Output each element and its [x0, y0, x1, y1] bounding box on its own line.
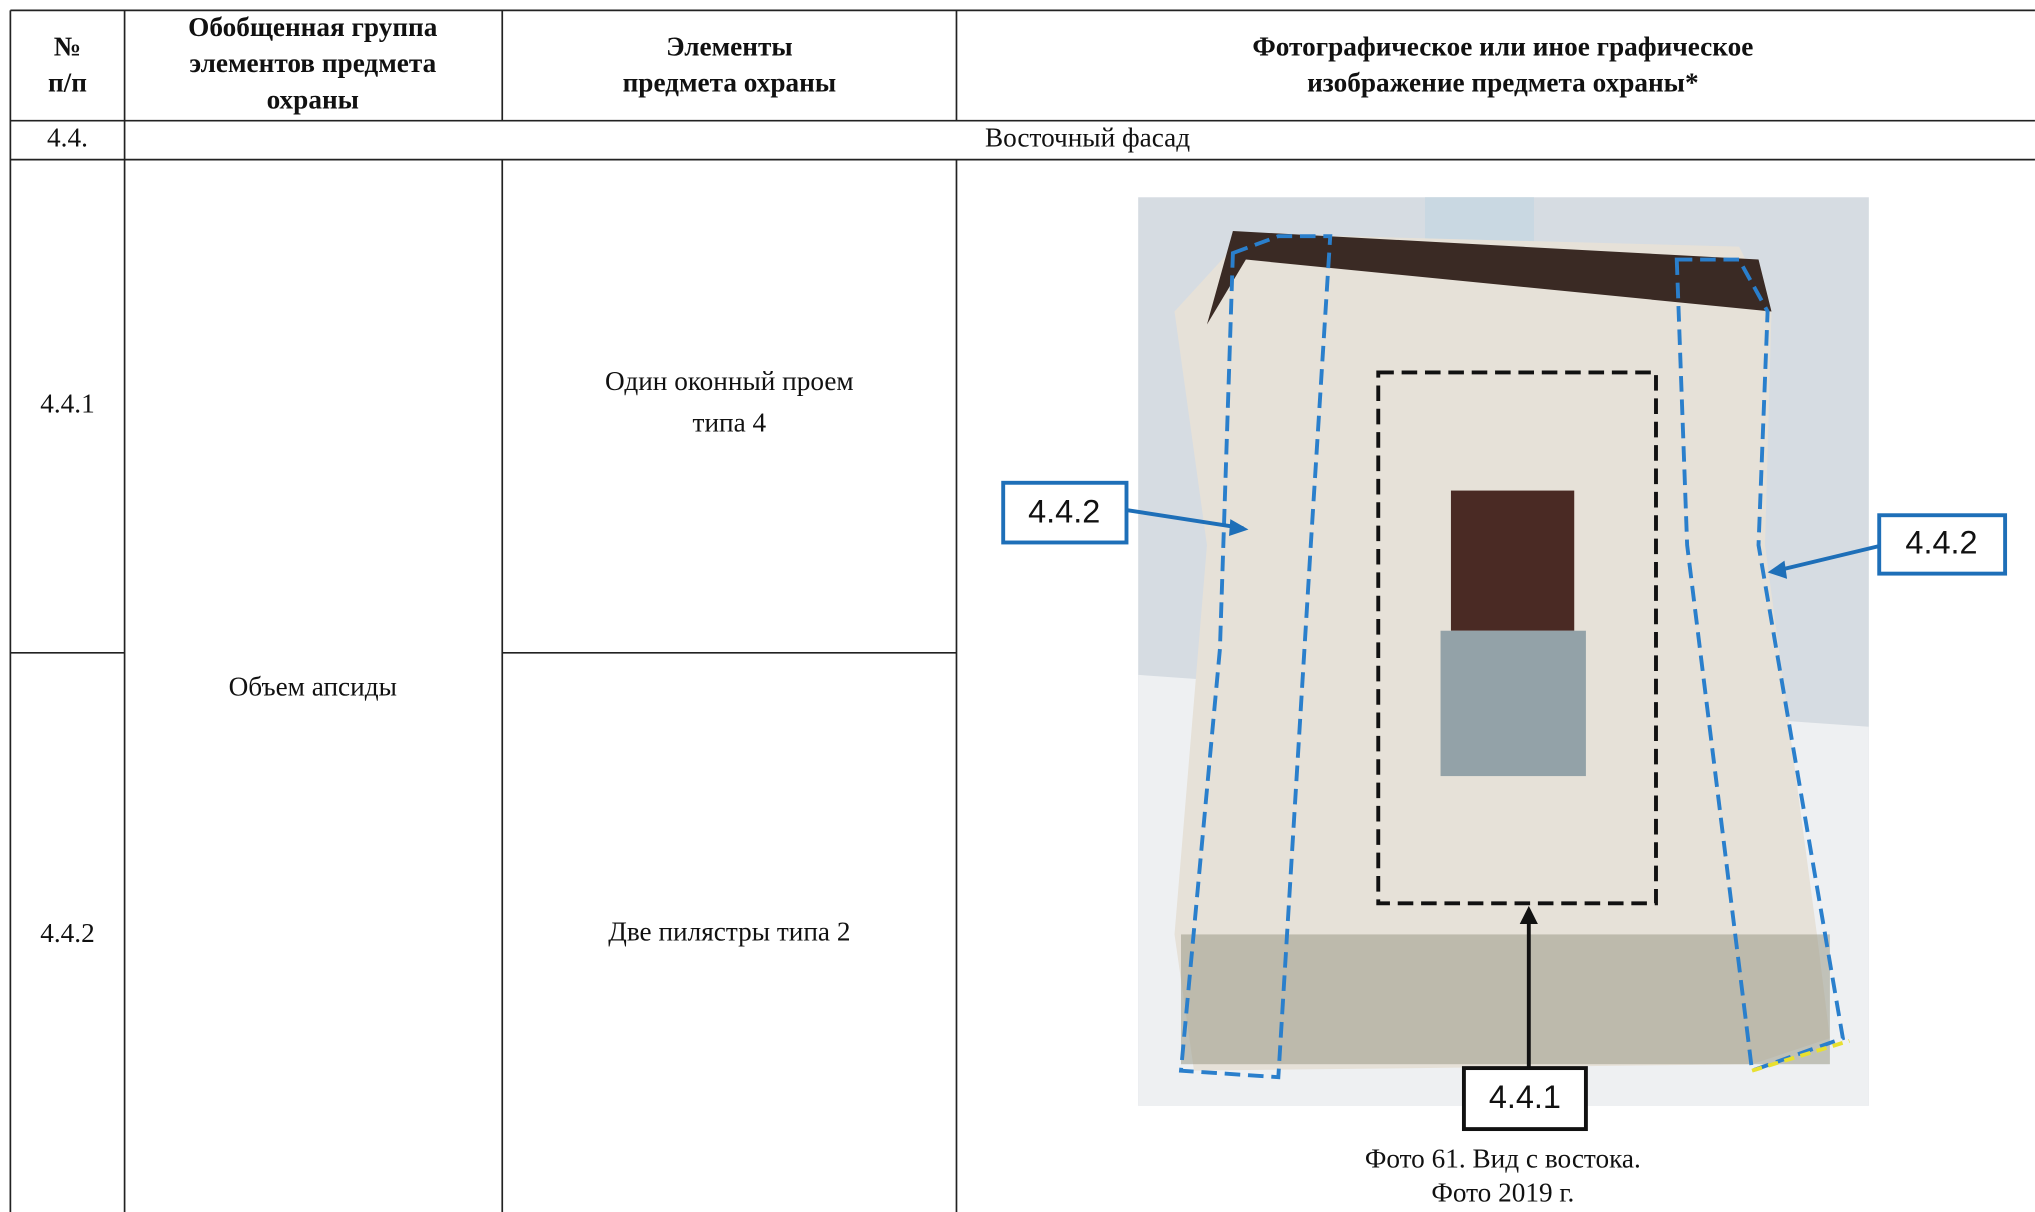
row-number: 4.4.1: [40, 388, 95, 418]
section-title: Восточный фасад: [985, 122, 1190, 152]
header-cell: Обобщенная группа элементов предмета охран…: [188, 12, 438, 115]
callouts: 4.4.2 4.4.2 4.4.1: [1001, 480, 2008, 1132]
header-cell: Фотографическое или иное графическое изоб…: [1252, 32, 1753, 98]
header-cell: № п/п: [48, 32, 87, 98]
table-borders: [9, 9, 2035, 1212]
row-element: Две пилястры типа 2: [608, 917, 850, 947]
photo-caption: Фото 61. Вид с востока. Фото 2019 г.: [1365, 1144, 1641, 1208]
row-number: 4.4.2: [40, 918, 95, 948]
photo-label: 4.4.2: [1028, 493, 1100, 529]
photo: [1138, 197, 1869, 1106]
header-cell: Элементы предмета охраны: [623, 32, 837, 98]
group-cell: Объем апсиды: [229, 671, 397, 701]
photo-label: 4.4.2: [1905, 525, 1977, 561]
section-number: 4.4.: [47, 122, 88, 152]
row-element: Один оконный проем типа 4: [605, 366, 854, 438]
photo-label: 4.4.1: [1489, 1079, 1561, 1115]
